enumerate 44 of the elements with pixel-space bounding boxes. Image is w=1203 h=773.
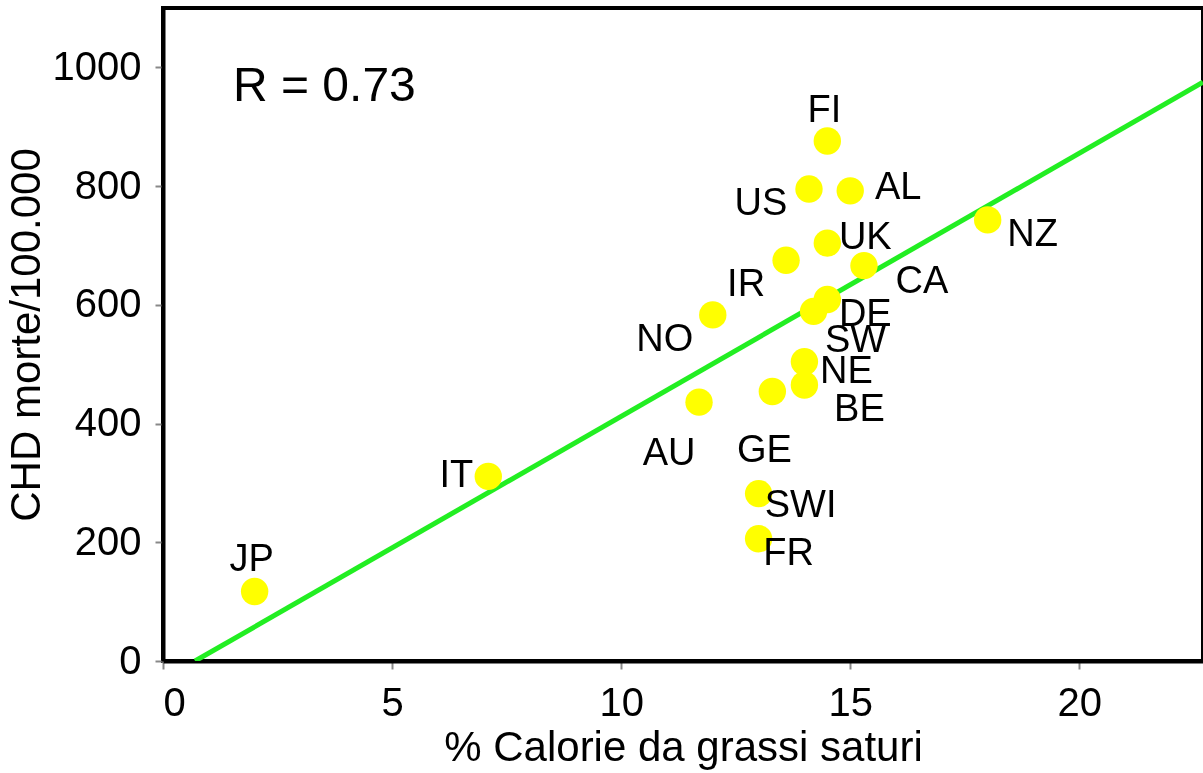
series-label: GE: [736, 428, 792, 471]
series-label: SWI: [764, 482, 837, 525]
point: [813, 127, 842, 155]
y-tick-label: 1000: [52, 43, 142, 88]
point: [795, 175, 823, 203]
x-tick-label: 5: [381, 679, 404, 724]
point: [772, 246, 800, 274]
point: [790, 348, 819, 376]
y-tick-label: 800: [74, 162, 142, 207]
annotation: R = 0.73: [233, 58, 416, 111]
point: [973, 206, 1002, 234]
series-label: FR: [763, 530, 814, 573]
point: [685, 388, 713, 416]
x-tick-label: 0: [163, 679, 186, 724]
series-label: NO: [636, 316, 694, 359]
series-label: US: [734, 181, 788, 224]
point: [790, 371, 819, 399]
x-axis-title: % Calorie da grassi saturi: [444, 722, 923, 770]
point: [474, 462, 502, 491]
y-axis-title: CHD morte/100.000: [1, 148, 49, 522]
series-label: JP: [229, 536, 274, 579]
point: [699, 301, 727, 329]
y-tick-label: 400: [74, 400, 142, 445]
point: [240, 577, 269, 606]
point: [813, 229, 842, 257]
y-tick-label: 200: [74, 518, 142, 563]
point: [850, 251, 878, 280]
series-label: IR: [727, 262, 766, 305]
x-tick-label: 20: [1057, 679, 1103, 724]
series-label: BE: [834, 386, 885, 429]
series-label: IT: [439, 453, 474, 496]
y-tick-label: 0: [119, 637, 142, 682]
y-tick-label: 600: [74, 281, 142, 326]
series-label: UK: [838, 215, 892, 258]
point: [799, 297, 828, 326]
series-label: NZ: [1007, 211, 1058, 254]
x-tick-label: 10: [599, 679, 644, 724]
series-label: CA: [895, 258, 950, 301]
series-label: FI: [807, 87, 842, 130]
point: [836, 177, 864, 205]
series-label: AL: [874, 164, 922, 207]
point: [758, 377, 787, 406]
x-tick-label: 15: [828, 679, 873, 724]
series-label: AU: [642, 431, 696, 474]
